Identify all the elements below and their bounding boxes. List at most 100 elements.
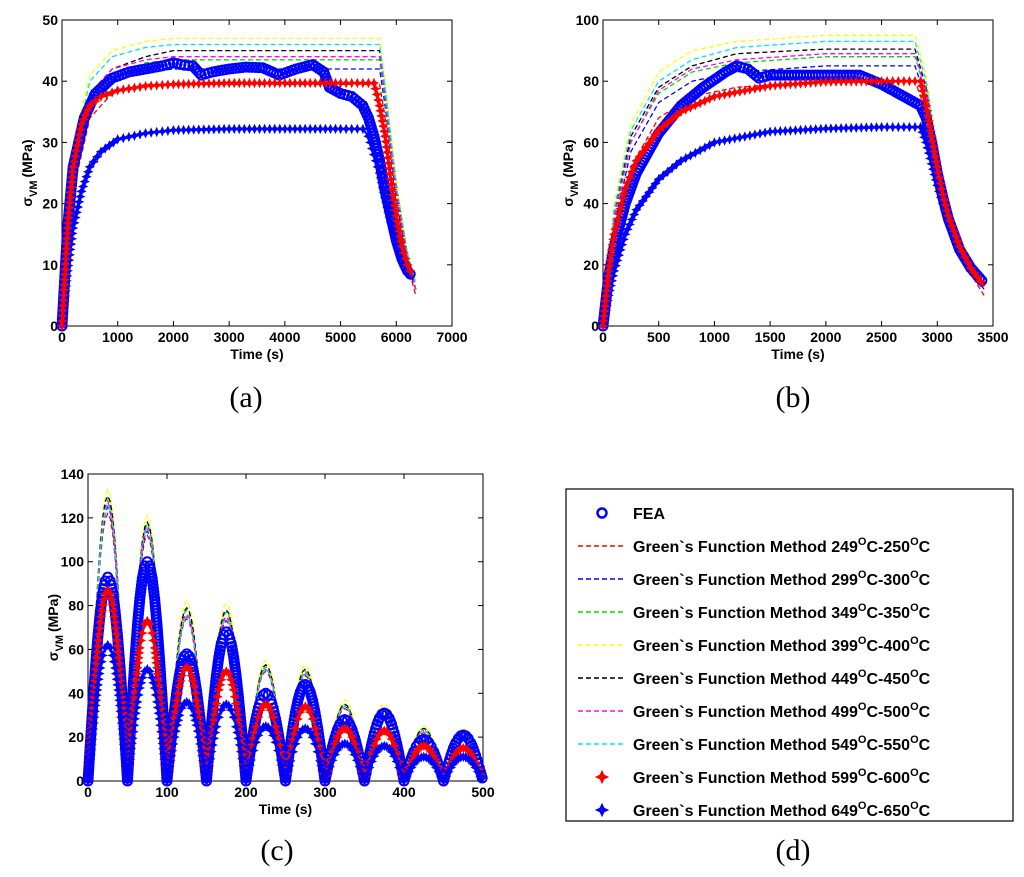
series-marker [340,77,352,89]
series-marker [309,738,321,750]
legend-entry: Green`s Function Method 399OC-400OC [578,635,931,655]
legend-entry: Green`s Function Method 499OC-500OC [578,701,931,721]
series-marker [433,766,444,778]
series-marker [174,710,185,721]
y-tick-label: 60 [68,641,84,657]
series-marker [352,77,363,89]
y-tick-label: 20 [42,196,58,212]
series-marker [327,755,338,766]
series-green-s-function-method-399-c-400-c [61,37,417,327]
legend-label-end: C [919,671,931,688]
series-marker [173,78,184,90]
series-marker [754,128,766,139]
series-marker [322,768,333,779]
series-marker [176,670,188,681]
legend-label-end: C [919,605,931,622]
series-marker [628,161,640,172]
series-marker [968,267,980,278]
series-marker [739,131,750,142]
series-marker [267,730,279,741]
series-marker [724,88,735,99]
series-line [61,37,417,327]
series-marker [825,76,837,88]
series-marker [769,80,781,91]
y-tick-label: 0 [76,773,84,789]
series-marker [795,78,806,89]
series-marker [830,76,842,87]
series-marker [145,127,157,138]
series-marker [292,731,303,743]
series-marker [709,137,720,148]
caption-c: (c) [260,834,293,867]
x-tick-label: 0 [58,329,66,345]
series-marker [396,241,408,252]
legend-label-main: Green`s Function Method 249 [633,539,858,556]
series-marker [203,760,215,772]
series-marker [472,766,484,778]
x-tick-label: 500 [471,784,495,800]
series-marker [749,83,761,94]
series-marker [157,126,168,137]
legend-label-mid: C-650 [866,803,910,820]
legend-label-sup: O [858,668,867,680]
series-marker [644,186,655,198]
x-axis-label: Time (s) [230,346,283,362]
series-marker [332,731,343,743]
series-marker [140,127,151,139]
legend-label-main: FEA [633,506,665,523]
legend-swatch [594,802,610,818]
x-tick-label: 200 [234,784,258,800]
y-tick-label: 30 [42,134,58,150]
y-label-unit: (MPa) [560,139,576,177]
series-marker [344,727,355,738]
series-marker [785,125,796,136]
series-marker [850,122,862,134]
series-marker [335,77,346,89]
series-marker [137,672,148,683]
legend-entry: Green`s Function Method 349OC-350OC [578,602,931,622]
series-marker [671,110,682,121]
series-marker [775,79,786,91]
legend-label-sup: O [910,734,919,746]
series-marker [356,768,368,779]
legend-label-mid: C-400 [866,638,910,655]
legend-label-sup: O [910,767,919,779]
y-tick-label: 40 [42,73,58,89]
series-marker [84,161,96,173]
series-marker [385,216,396,228]
series-marker [270,736,281,748]
series-marker [129,82,140,94]
series-marker [475,771,486,782]
x-tick-label: 1500 [755,329,786,345]
legend-entry: FEA [596,506,665,523]
series-marker [959,251,971,263]
series-marker [815,76,827,88]
series-marker [810,77,821,88]
legend-label-mid: C-250 [866,539,910,556]
series-marker [714,90,725,101]
legend-label-sup: O [910,800,919,812]
y-tick-label: 0 [50,318,58,334]
series-marker [307,731,318,743]
series-marker [671,159,682,170]
y-tick-label: 0 [591,318,599,334]
series-marker [106,87,118,98]
series-marker [653,173,664,185]
legend-label-main: Green`s Function Method 299 [633,572,858,589]
series-marker [292,713,304,725]
legend-label-sup: O [858,767,867,779]
chart-c: 0 100 200 300 400 500 0 20 40 60 80 100 120 140 Time (… [45,466,495,817]
series-marker [840,122,852,134]
series-marker [391,756,402,767]
series-marker [402,259,413,271]
legend-label-main: Green`s Function Method 349 [633,605,858,622]
series-marker [759,81,771,93]
series-marker [764,80,776,92]
series-marker [307,713,318,725]
series-marker [148,635,159,646]
series-marker [637,195,649,207]
legend-label: Green`s Function Method 399OC-400OC [633,635,931,655]
series-marker [304,727,316,738]
legend-swatch [594,769,610,785]
